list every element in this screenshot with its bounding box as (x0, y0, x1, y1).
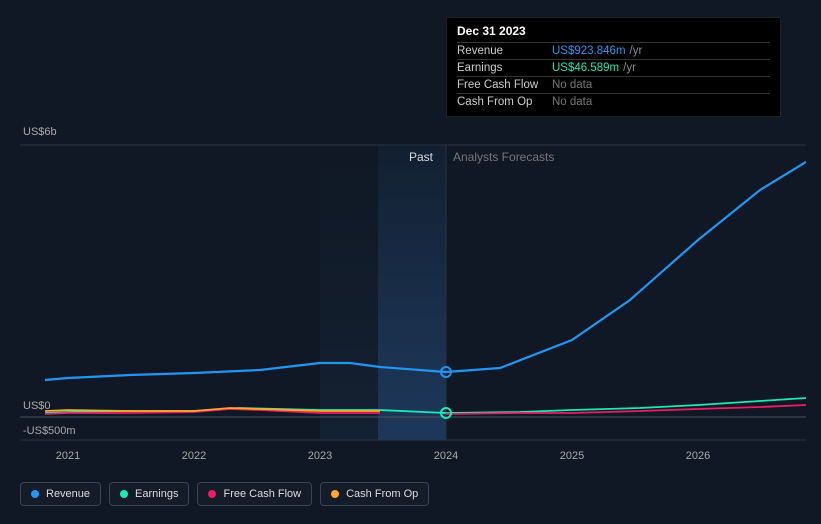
y-axis-label: US$6b (23, 126, 57, 138)
tooltip-row-label: Revenue (457, 45, 552, 57)
legend-label: Free Cash Flow (223, 488, 301, 500)
legend: Revenue Earnings Free Cash Flow Cash From O… (20, 482, 429, 506)
past-region-label: Past (409, 150, 433, 164)
legend-dot-icon (331, 490, 339, 498)
tooltip-row-label: Earnings (457, 62, 552, 74)
tooltip-row-value: No data (552, 96, 592, 108)
tooltip-row: EarningsUS$46.589m/yr (457, 59, 770, 76)
forecast-region-label: Analysts Forecasts (453, 150, 554, 164)
tooltip-row: Free Cash FlowNo data (457, 76, 770, 93)
x-axis-label: 2024 (434, 450, 458, 462)
legend-dot-icon (208, 490, 216, 498)
legend-item-earnings[interactable]: Earnings (109, 482, 189, 506)
legend-label: Earnings (135, 488, 178, 500)
tooltip-row-unit: /yr (623, 62, 636, 74)
legend-label: Cash From Op (346, 488, 418, 500)
x-axis-label: 2025 (560, 450, 584, 462)
tooltip-row-unit: /yr (630, 45, 643, 57)
legend-item-cash_from_op[interactable]: Cash From Op (320, 482, 429, 506)
tooltip-row-label: Cash From Op (457, 96, 552, 108)
tooltip-row: Cash From OpNo data (457, 93, 770, 110)
legend-label: Revenue (46, 488, 90, 500)
x-axis-label: 2021 (56, 450, 80, 462)
tooltip-row-value: No data (552, 79, 592, 91)
legend-dot-icon (120, 490, 128, 498)
tooltip-row-label: Free Cash Flow (457, 79, 552, 91)
tooltip-row-value: US$923.846m (552, 45, 626, 57)
y-axis-label: US$0 (23, 400, 51, 412)
tooltip: Dec 31 2023 RevenueUS$923.846m/yrEarning… (446, 17, 781, 117)
y-axis-label: -US$500m (23, 425, 76, 437)
legend-dot-icon (31, 490, 39, 498)
legend-item-free_cash_flow[interactable]: Free Cash Flow (197, 482, 312, 506)
x-axis-label: 2022 (182, 450, 206, 462)
tooltip-date: Dec 31 2023 (457, 24, 770, 38)
tooltip-row: RevenueUS$923.846m/yr (457, 42, 770, 59)
legend-item-revenue[interactable]: Revenue (20, 482, 101, 506)
series-free_cash_flow-forecast (446, 405, 806, 414)
tooltip-row-value: US$46.589m (552, 62, 619, 74)
x-axis-label: 2023 (308, 450, 332, 462)
x-axis-label: 2026 (686, 450, 710, 462)
